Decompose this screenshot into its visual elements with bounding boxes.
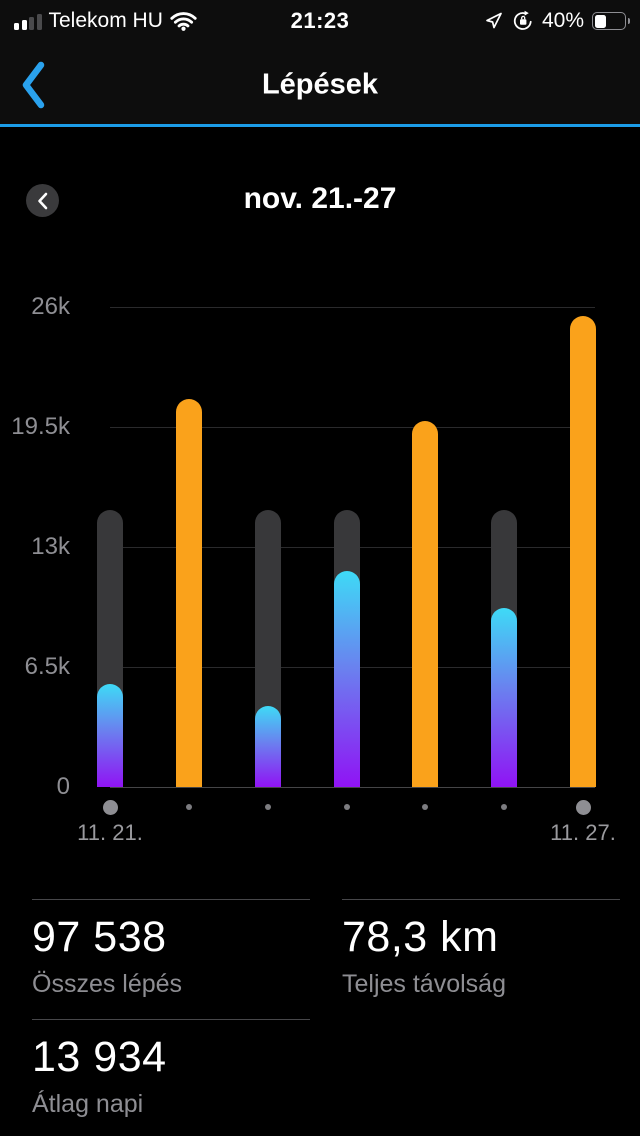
previous-week-button[interactable]	[26, 184, 59, 217]
stat-value: 13 934	[32, 1033, 167, 1081]
y-tick-label: 6.5k	[24, 653, 70, 680]
stat-value: 97 538	[32, 913, 167, 961]
day-dot-3	[264, 804, 271, 810]
date-selector: nov. 21.-27	[0, 170, 640, 230]
steps-bar-day-6[interactable]	[491, 607, 518, 787]
gridline	[110, 427, 595, 428]
stat-label: Összes lépés	[32, 970, 183, 998]
stat-daily-average: 13 934 Átlag napi	[32, 1019, 310, 1119]
day-dot-2	[185, 804, 192, 810]
page-title: Lépések	[261, 68, 379, 100]
y-tick-label: 19.5k	[11, 413, 70, 440]
battery-percent-label: 40%	[541, 9, 584, 32]
location-arrow-icon	[484, 11, 504, 31]
steps-bar-day-1[interactable]	[97, 683, 123, 787]
orientation-lock-icon	[512, 10, 534, 32]
battery-fill	[594, 14, 607, 28]
carrier-label: Telekom HU	[48, 9, 163, 32]
date-range-label: nov. 21.-27	[243, 182, 397, 215]
y-tick-label: 0	[56, 773, 70, 800]
x-axis-label-first: 11. 21.	[77, 820, 143, 845]
steps-bar-day-2[interactable]	[175, 399, 202, 787]
cellular-signal-icon	[14, 13, 42, 30]
y-tick-label: 26k	[31, 293, 70, 320]
stat-total-distance: 78,3 km Teljes távolság	[342, 899, 620, 999]
wifi-icon	[170, 11, 197, 31]
steps-bar-day-5[interactable]	[412, 421, 439, 787]
y-tick-label: 13k	[31, 533, 70, 560]
x-axis-label-last: 11. 27.	[550, 820, 616, 845]
day-dot-7	[575, 799, 591, 815]
day-dot-6	[501, 804, 508, 810]
stat-label: Teljes távolság	[342, 970, 506, 998]
steps-bar-day-3[interactable]	[254, 705, 281, 787]
day-dot-4	[343, 804, 350, 810]
stat-value: 78,3 km	[342, 913, 499, 961]
day-dot-1	[102, 799, 118, 815]
steps-bar-day-4[interactable]	[333, 571, 360, 787]
stat-label: Átlag napi	[32, 1090, 144, 1118]
battery-icon	[592, 12, 630, 30]
nav-header: Lépések	[0, 42, 640, 127]
gridline	[110, 787, 595, 788]
back-button[interactable]	[20, 60, 46, 110]
day-dot-5	[422, 804, 429, 810]
status-right: 40%	[484, 9, 640, 33]
stat-total-steps: 97 538 Összes lépés	[32, 899, 310, 999]
steps-bar-chart: 11. 21. 11. 27. 26k 19.5k 13k 6.5k 0	[11, 293, 616, 845]
steps-bar-day-7[interactable]	[570, 316, 596, 787]
status-left: Telekom HU	[0, 9, 484, 33]
gridline	[110, 307, 595, 308]
